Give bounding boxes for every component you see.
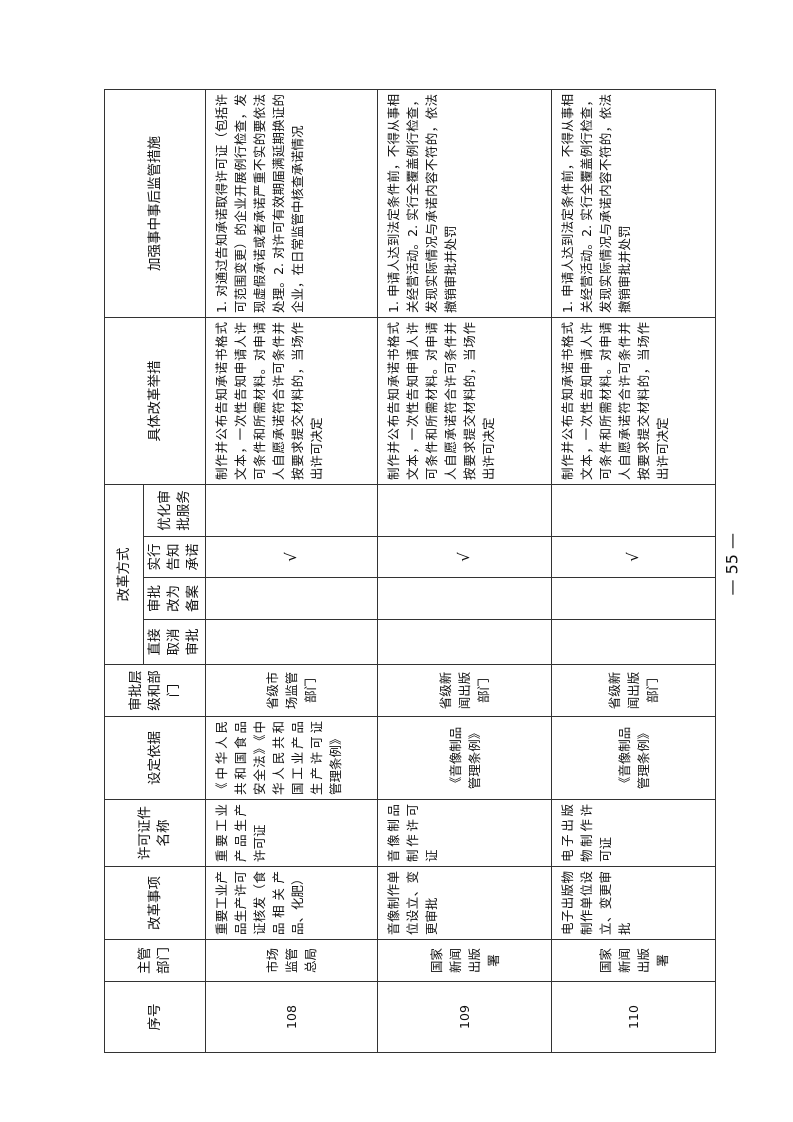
header-seq: 序号 bbox=[104, 981, 206, 1053]
check-mark-icon: √ bbox=[551, 536, 716, 578]
cell-supervision: 1. 申请人达到法定条件前，不得从事相关经营活动。2. 实行全覆盖例行检查，发现… bbox=[377, 89, 552, 318]
header-level: 审批层级和部门 bbox=[104, 664, 206, 717]
cell-mode-cancel bbox=[205, 619, 378, 665]
cell-level: 省级市场监管部门 bbox=[205, 664, 378, 717]
cell-dept: 国家新闻出版署 bbox=[377, 939, 552, 982]
cell-basis: 《中华人民共和国食品安全法》《中华人民共和国工业产品生产许可证管理条例》 bbox=[205, 716, 378, 800]
check-mark-icon: √ bbox=[205, 536, 378, 578]
check-mark-icon: √ bbox=[377, 536, 552, 578]
cell-mode-record bbox=[551, 577, 716, 620]
cell-mode-record bbox=[377, 577, 552, 620]
cell-seq: 110 bbox=[551, 981, 716, 1053]
table-row: 109 国家新闻出版署 音像制作单位设立、变更审批 音像制品制作许可证 《音像制… bbox=[377, 89, 552, 1053]
cell-supervision: 1. 对通过告知承诺取得许可证（包括许可范围变更）的企业开展例行检查，发现虚假承… bbox=[205, 89, 378, 318]
cell-mode-cancel bbox=[377, 619, 552, 665]
table-row: 110 国家新闻出版署 电子出版物制作单位设立、变更审批 电子出版物制作许可证 … bbox=[551, 89, 716, 1053]
cell-measures: 制作并公布告知承诺书格式文本，一次性告知申请人许可条件和所需材料。对申请人自愿承… bbox=[551, 317, 716, 485]
reform-table: 序号 主管部门 改革事项 许可证件名称 设定依据 审批层级和部门 改革方式 具体… bbox=[104, 89, 716, 1053]
header-supervision: 加强事中事后监管措施 bbox=[104, 89, 206, 318]
cell-license: 电子出版物制作许可证 bbox=[551, 799, 716, 867]
cell-level: 省级新闻出版部门 bbox=[377, 664, 552, 717]
cell-measures: 制作并公布告知承诺书格式文本，一次性告知申请人许可条件和所需材料。对申请人自愿承… bbox=[205, 317, 378, 485]
cell-basis: 《音像制品管理条例》 bbox=[551, 716, 716, 800]
header-item: 改革事项 bbox=[104, 866, 206, 940]
cell-mode-optimize bbox=[377, 484, 552, 537]
header-basis: 设定依据 bbox=[104, 716, 206, 800]
header-license: 许可证件名称 bbox=[104, 799, 206, 867]
header-mode-group: 改革方式 bbox=[104, 484, 144, 665]
cell-license: 重要工业产品生产许可证 bbox=[205, 799, 378, 867]
cell-mode-record bbox=[205, 577, 378, 620]
cell-measures: 制作并公布告知承诺书格式文本，一次性告知申请人许可条件和所需材料。对申请人自愿承… bbox=[377, 317, 552, 485]
header-mode-record: 审批改为备案 bbox=[143, 577, 206, 620]
header-measures: 具体改革举措 bbox=[104, 317, 206, 485]
header-row: 序号 主管部门 改革事项 许可证件名称 设定依据 审批层级和部门 改革方式 具体… bbox=[104, 89, 206, 1053]
page-number: — 55 — bbox=[722, 532, 742, 596]
cell-seq: 109 bbox=[377, 981, 552, 1053]
cell-item: 音像制作单位设立、变更审批 bbox=[377, 866, 552, 940]
rotated-table-container: 序号 主管部门 改革事项 许可证件名称 设定依据 审批层级和部门 改革方式 具体… bbox=[104, 89, 716, 1053]
cell-mode-optimize bbox=[551, 484, 716, 537]
cell-basis: 《音像制品管理条例》 bbox=[377, 716, 552, 800]
cell-dept: 国家新闻出版署 bbox=[551, 939, 716, 982]
cell-mode-optimize bbox=[205, 484, 378, 537]
cell-license: 音像制品制作许可证 bbox=[377, 799, 552, 867]
cell-dept: 市场监管总局 bbox=[205, 939, 378, 982]
cell-seq: 108 bbox=[205, 981, 378, 1053]
cell-item: 电子出版物制作单位设立、变更审批 bbox=[551, 866, 716, 940]
cell-level: 省级新闻出版部门 bbox=[551, 664, 716, 717]
cell-item: 重要工业产品生产许可证核发（食品相关产品、化肥） bbox=[205, 866, 378, 940]
cell-mode-cancel bbox=[551, 619, 716, 665]
cell-supervision: 1. 申请人达到法定条件前，不得从事相关经营活动。2. 实行全覆盖例行检查，发现… bbox=[551, 89, 716, 318]
header-mode-notify: 实行告知承诺 bbox=[143, 536, 206, 578]
header-dept: 主管部门 bbox=[104, 939, 206, 982]
header-mode-optimize: 优化审批服务 bbox=[143, 484, 206, 537]
table-row: 108 市场监管总局 重要工业产品生产许可证核发（食品相关产品、化肥） 重要工业… bbox=[205, 89, 378, 1053]
header-mode-cancel: 直接取消审批 bbox=[143, 619, 206, 665]
